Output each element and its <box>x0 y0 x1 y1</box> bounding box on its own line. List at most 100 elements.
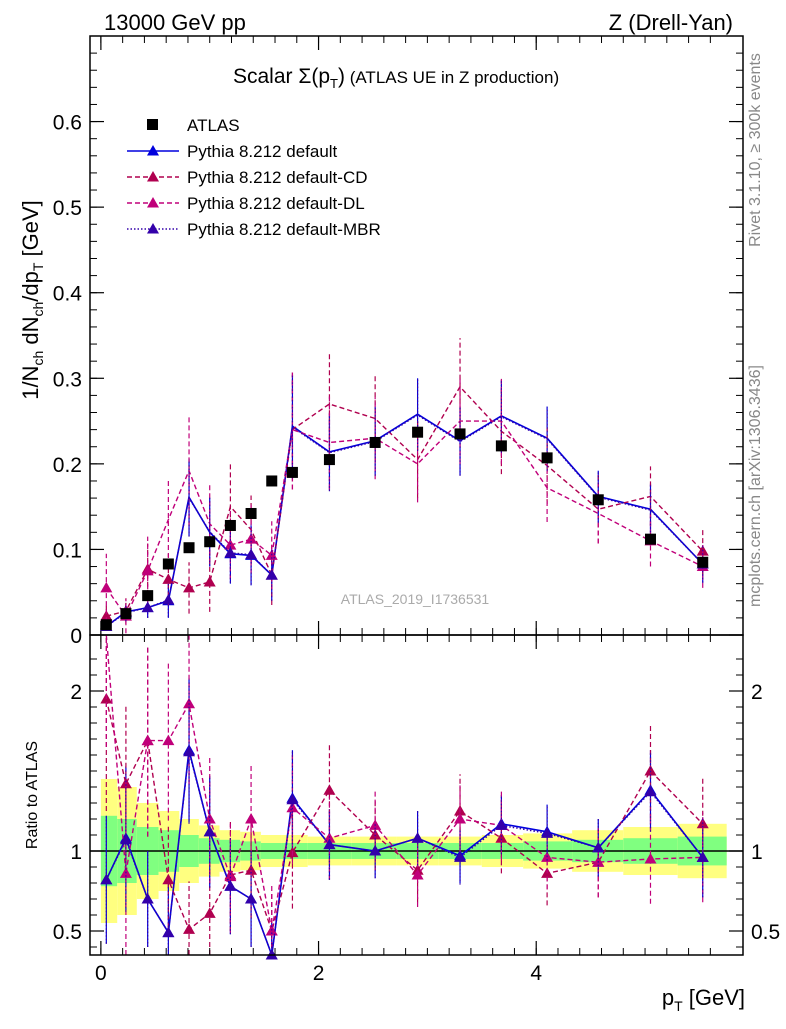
ratio-point-cd <box>183 923 196 934</box>
ratio-point-mbr <box>224 880 237 891</box>
ratio-xtick-label: 0 <box>95 962 107 985</box>
legend-label-default: Pythia 8.212 default <box>187 142 338 161</box>
ratio-point-mbr <box>245 893 258 904</box>
ratio-point-mbr <box>183 745 196 757</box>
ratio-point-mbr <box>369 845 382 856</box>
legend-label-cd: Pythia 8.212 default-CD <box>187 168 368 187</box>
main-point-dl <box>100 581 113 593</box>
data-point <box>454 428 466 440</box>
data-point <box>183 542 195 554</box>
ratio-xtick-label: 4 <box>530 962 542 985</box>
data-point <box>224 519 236 531</box>
ratio-point-cd <box>162 873 175 885</box>
ratio-point-dl <box>245 813 258 824</box>
rivet-label: Rivet 3.1.10, ≥ 300k events <box>747 53 764 247</box>
ratio-ytick-label-right: 0.5 <box>751 921 780 944</box>
ratio-point-mbr <box>100 873 113 885</box>
legend-marker-data <box>147 119 158 130</box>
ratio-point-dl <box>183 697 196 709</box>
ratio-frame <box>89 634 744 956</box>
data-point <box>644 533 656 545</box>
ratio-point-dl <box>454 813 467 824</box>
ratio-point-cd <box>323 784 336 795</box>
data-point <box>541 452 553 464</box>
ratio-point-mbr <box>696 851 709 862</box>
data-point <box>162 558 174 570</box>
main-point-mbr <box>245 548 258 560</box>
ratio-point-dl <box>162 734 175 746</box>
main-plot: 0 0.1 0.2 0.3 0.4 0.5 0.6 1/Nch dNch/dpT [GeV] S… <box>18 35 744 648</box>
ratio-ytick-label-right: 2 <box>751 681 763 704</box>
legend-marker-dl <box>147 197 159 208</box>
ratio-point-dl <box>411 869 424 880</box>
main-point-cd <box>183 581 196 593</box>
main-point-cd <box>203 575 216 587</box>
ratio-point-dl <box>224 870 237 882</box>
main-ytick-label: 0.5 <box>53 197 82 220</box>
ratio-point-dl <box>644 853 657 864</box>
xlabel: pT [GeV] <box>662 985 745 1014</box>
ratio-plot: 0.5 0.5 1 1 2 2 0 2 4 Ratio to ATLAS pT [GeV] <box>24 634 780 1014</box>
data-point <box>369 436 381 448</box>
ratio-point-mbr <box>644 785 657 797</box>
ratio-ylabel: Ratio to ATLAS <box>24 741 41 849</box>
header-left: 13000 GeV pp <box>104 10 246 35</box>
legend-label-data: ATLAS <box>187 116 240 135</box>
ratio-point-mbr <box>495 819 508 830</box>
main-ytick-label: 0.4 <box>53 283 83 306</box>
main-ytick-label: 0.3 <box>53 368 82 391</box>
ratio-point-mbr <box>541 827 554 838</box>
main-point-mbr <box>265 569 278 580</box>
data-point <box>592 494 604 506</box>
legend-marker-default <box>147 145 159 156</box>
data-point <box>100 619 112 631</box>
data-point <box>204 536 216 548</box>
ratio-point-mbr <box>592 841 605 853</box>
ratio-point-mbr <box>203 825 216 837</box>
data-point <box>495 440 507 452</box>
main-point-dl <box>141 564 154 576</box>
data-point <box>120 608 132 620</box>
main-ytick-label: 0.2 <box>53 454 82 477</box>
ratio-ytick-label-left: 1 <box>70 841 82 864</box>
watermark: ATLAS_2019_I1736531 <box>341 591 490 607</box>
ratio-point-mbr <box>162 926 175 938</box>
legend-marker-mbr <box>147 223 159 234</box>
main-title: Scalar Σ(pT) (ATLAS UE in Z production) <box>233 65 559 91</box>
mcplots-label: mcplots.cern.ch [arXiv:1306.3436] <box>747 365 764 607</box>
main-ytick-label: 0.6 <box>53 112 82 135</box>
ratio-ytick-label-left: 0.5 <box>53 921 82 944</box>
main-point-mbr <box>141 601 154 613</box>
ratio-point-mbr <box>119 833 132 845</box>
main-ytick-label: 0 <box>70 625 82 648</box>
data-point <box>286 466 298 478</box>
main-point-dl <box>224 539 237 550</box>
header-right: Z (Drell-Yan) <box>609 10 733 35</box>
ratio-point-mbr <box>286 793 299 805</box>
data-point <box>245 507 257 519</box>
ratio-point-cd <box>644 765 657 776</box>
ratio-point-cd <box>203 907 216 918</box>
main-point-cd <box>100 610 113 621</box>
legend: ATLAS Pythia 8.212 default Pythia 8.212 de… <box>127 116 381 239</box>
main-point-cd <box>162 573 175 584</box>
legend-label-mbr: Pythia 8.212 default-MBR <box>187 220 381 239</box>
data-point <box>323 454 335 466</box>
ratio-point-mbr <box>323 838 336 850</box>
data-point <box>697 556 709 568</box>
legend-label-dl: Pythia 8.212 default-DL <box>187 194 365 213</box>
main-ytick-label: 0.1 <box>53 539 82 562</box>
data-point <box>412 426 424 438</box>
ratio-point-cd <box>495 832 508 843</box>
main-series-mbr <box>100 375 709 631</box>
ratio-point-mbr <box>411 832 424 843</box>
ratio-point-mbr <box>454 851 467 862</box>
ratio-point-dl <box>286 801 299 813</box>
data-point <box>266 475 278 487</box>
main-point-mbr <box>162 593 175 605</box>
main-point-mbr <box>224 546 237 558</box>
ratio-ytick-label-left: 2 <box>70 681 82 704</box>
ratio-xtick-label: 2 <box>313 962 325 985</box>
data-point <box>142 590 154 602</box>
